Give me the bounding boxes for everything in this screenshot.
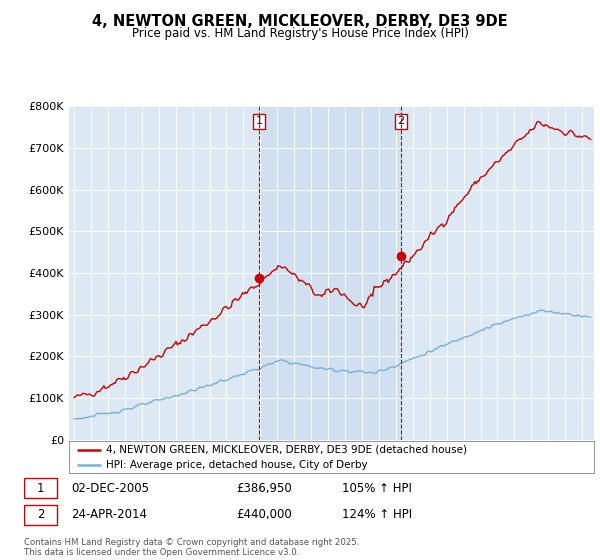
- Text: £440,000: £440,000: [236, 508, 292, 521]
- Bar: [259, 106, 401, 440]
- FancyBboxPatch shape: [24, 478, 58, 498]
- FancyBboxPatch shape: [24, 505, 58, 525]
- Text: 2: 2: [398, 116, 404, 127]
- Text: £386,950: £386,950: [236, 482, 292, 494]
- Text: Contains HM Land Registry data © Crown copyright and database right 2025.
This d: Contains HM Land Registry data © Crown c…: [24, 538, 359, 557]
- Text: 24-APR-2014: 24-APR-2014: [71, 508, 148, 521]
- Text: 124% ↑ HPI: 124% ↑ HPI: [342, 508, 412, 521]
- Text: 1: 1: [37, 482, 44, 494]
- Text: 2: 2: [37, 508, 44, 521]
- FancyBboxPatch shape: [69, 441, 594, 473]
- Text: HPI: Average price, detached house, City of Derby: HPI: Average price, detached house, City…: [106, 460, 367, 470]
- Text: 02-DEC-2005: 02-DEC-2005: [71, 482, 149, 494]
- Text: 1: 1: [256, 116, 263, 127]
- Text: 4, NEWTON GREEN, MICKLEOVER, DERBY, DE3 9DE (detached house): 4, NEWTON GREEN, MICKLEOVER, DERBY, DE3 …: [106, 445, 467, 455]
- Text: 105% ↑ HPI: 105% ↑ HPI: [342, 482, 412, 494]
- Text: 4, NEWTON GREEN, MICKLEOVER, DERBY, DE3 9DE: 4, NEWTON GREEN, MICKLEOVER, DERBY, DE3 …: [92, 14, 508, 29]
- Text: Price paid vs. HM Land Registry's House Price Index (HPI): Price paid vs. HM Land Registry's House …: [131, 27, 469, 40]
